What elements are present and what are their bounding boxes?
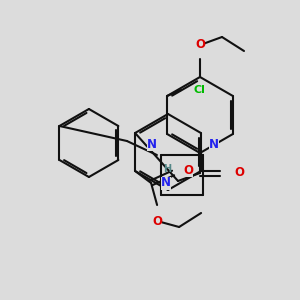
Text: N: N	[161, 176, 171, 190]
Text: O: O	[152, 215, 162, 228]
Text: N: N	[147, 138, 157, 151]
Text: H: H	[163, 164, 171, 174]
Text: O: O	[195, 38, 205, 51]
Text: O: O	[234, 167, 244, 179]
Text: Cl: Cl	[193, 85, 205, 95]
Text: O: O	[183, 164, 193, 176]
Text: N: N	[209, 138, 219, 151]
